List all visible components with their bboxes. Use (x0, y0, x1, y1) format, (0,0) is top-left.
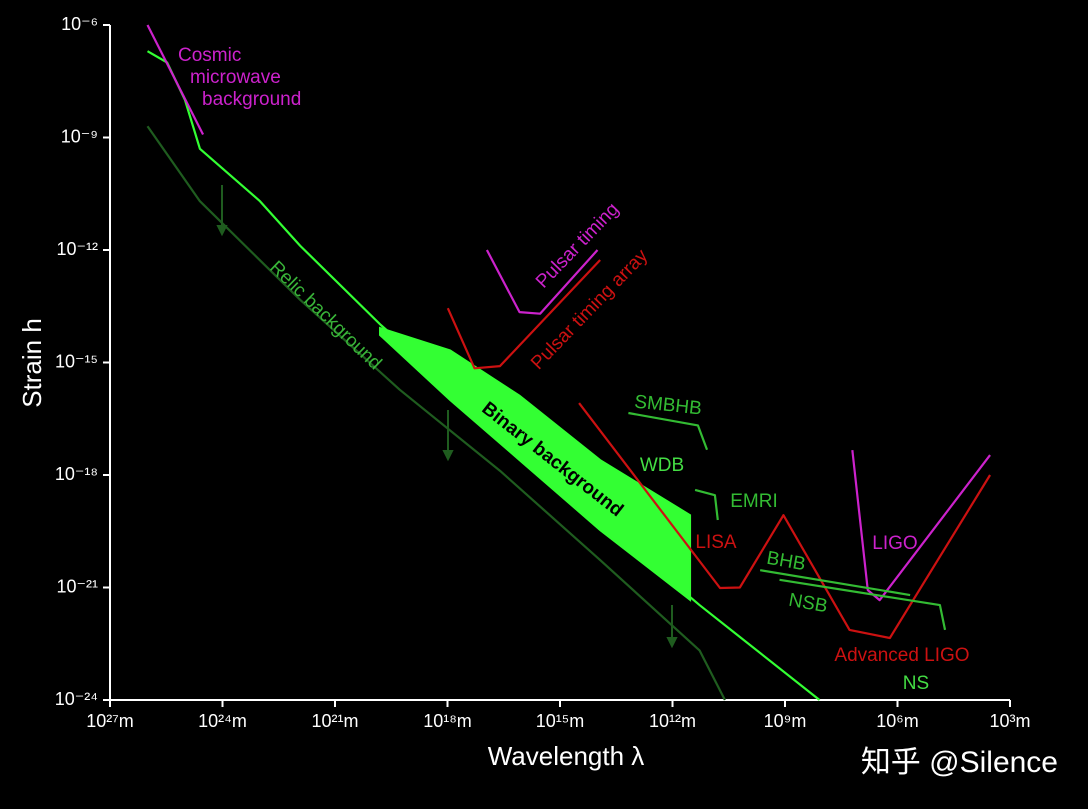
x-tick-label: 10¹²m (649, 711, 696, 731)
x-tick-label: 10⁹m (764, 711, 807, 731)
x-tick-label: 10³m (989, 711, 1030, 731)
y-tick-label: 10⁻¹⁸ (55, 464, 98, 484)
series-label: LISA (695, 532, 737, 553)
arrows (216, 185, 678, 649)
series-label: Advanced LIGO (834, 645, 969, 666)
arrow-head (216, 225, 228, 237)
x-tick-label: 10¹⁸m (423, 711, 472, 731)
curve (628, 411, 709, 451)
x-axis-label: Wavelength λ (488, 741, 645, 771)
y-tick-label: 10⁻²⁴ (55, 689, 98, 709)
label-line: microwave (190, 67, 281, 88)
annotation: WDB (640, 455, 684, 476)
curve (694, 488, 719, 521)
y-tick-label: 10⁻¹² (56, 239, 98, 259)
curve (578, 402, 992, 640)
y-axis-label: Strain h (17, 318, 47, 408)
arrow-head (666, 637, 678, 649)
watermark: 知乎 @Silence (861, 746, 1058, 779)
curve (485, 249, 599, 315)
x-tick-label: 10¹⁵m (536, 711, 584, 731)
annotation: NS (903, 673, 929, 694)
x-tick-label: 10²⁴m (198, 711, 247, 731)
curve (759, 569, 911, 597)
curve (146, 24, 205, 136)
x-tick-label: 10²¹m (311, 711, 358, 731)
y-tick-label: 10⁻⁹ (61, 126, 98, 146)
series-label: EMRI (730, 491, 778, 512)
arrow-head (442, 450, 454, 462)
series-label: LIGO (872, 533, 917, 554)
label-line: Cosmic (178, 45, 241, 66)
series-label: Cosmic microwave background (178, 45, 301, 110)
band (379, 326, 692, 602)
x-tick-label: 10²⁷m (86, 711, 134, 731)
curve (446, 259, 601, 370)
curve (146, 125, 726, 701)
y-tick-label: 10⁻⁶ (61, 14, 98, 34)
label-line: background (202, 89, 301, 110)
y-tick-label: 10⁻²¹ (56, 576, 98, 596)
x-tick-label: 10⁶m (876, 711, 918, 731)
y-tick-label: 10⁻¹⁵ (55, 351, 98, 371)
curve (779, 578, 947, 631)
